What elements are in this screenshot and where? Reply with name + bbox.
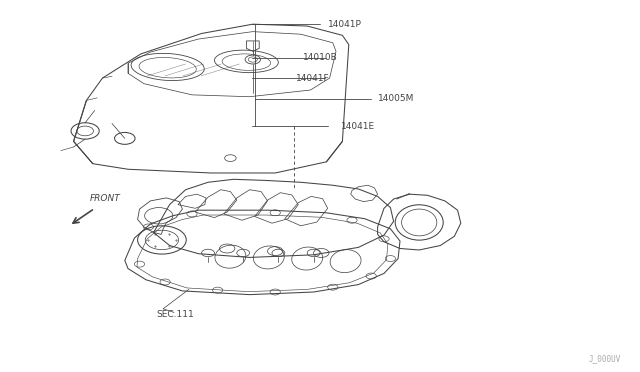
Text: 14041F: 14041F xyxy=(296,74,330,83)
Text: 14005M: 14005M xyxy=(378,94,414,103)
Text: FRONT: FRONT xyxy=(90,195,120,203)
Text: J_000UV: J_000UV xyxy=(588,354,621,363)
Text: 14010B: 14010B xyxy=(303,53,337,62)
Text: SEC.111: SEC.111 xyxy=(157,310,195,319)
Text: 14041P: 14041P xyxy=(328,20,362,29)
Text: 14041E: 14041E xyxy=(341,122,375,131)
